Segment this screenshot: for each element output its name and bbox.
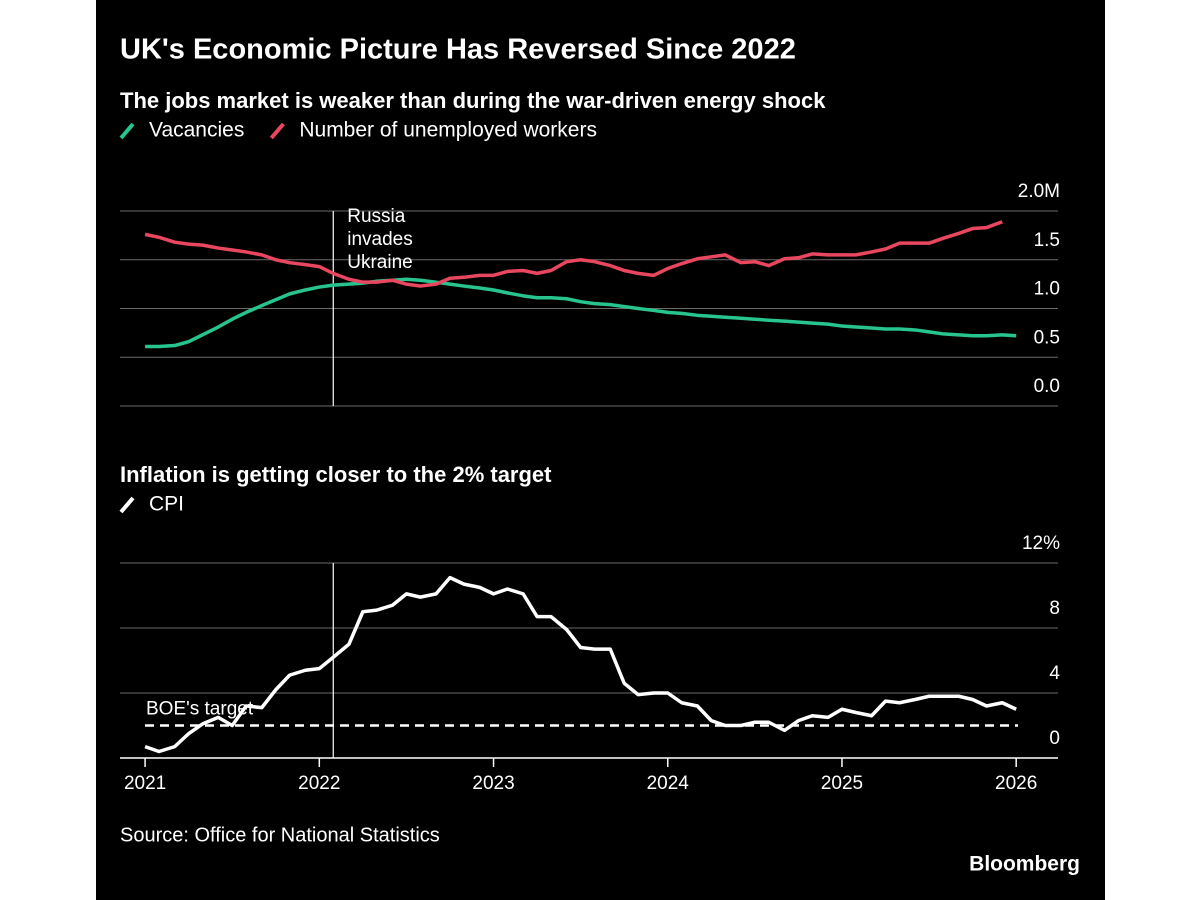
page-title: UK's Economic Picture Has Reversed Since… <box>120 34 796 66</box>
x-tick-label: 2021 <box>124 773 166 794</box>
y-tick-label: 1.0 <box>1034 279 1060 300</box>
annotation-text: Russia <box>347 206 406 227</box>
x-tick-label: 2026 <box>995 773 1037 794</box>
x-tick-label: 2022 <box>298 773 340 794</box>
y-tick-label: 1.5 <box>1034 230 1060 251</box>
legend-label: Vacancies <box>149 119 244 142</box>
subtitle: Inflation is getting closer to the 2% ta… <box>120 462 552 487</box>
legend-swatch <box>119 496 135 514</box>
y-tick-label: 0.0 <box>1034 376 1060 397</box>
y-tick-label: 12% <box>1022 533 1060 554</box>
y-tick-label: 2.0M <box>1018 181 1060 202</box>
y-tick-label: 8 <box>1049 598 1060 619</box>
y-tick-label: 0 <box>1049 728 1060 749</box>
series-line <box>144 575 1017 754</box>
series-line <box>144 220 1003 288</box>
x-tick-label: 2025 <box>821 773 863 794</box>
subtitle: The jobs market is weaker than during th… <box>120 88 826 113</box>
legend-swatch <box>269 122 285 140</box>
target-label: BOE's target <box>146 699 254 720</box>
source: Source: Office for National Statistics <box>120 824 440 846</box>
brand: Bloomberg <box>969 853 1080 876</box>
legend-label: CPI <box>149 493 184 516</box>
x-tick-label: 2024 <box>647 773 690 794</box>
legend-label: Number of unemployed workers <box>299 119 597 142</box>
y-tick-label: 0.5 <box>1034 327 1060 348</box>
legend-swatch <box>119 122 135 140</box>
annotation-text: invades <box>347 229 413 250</box>
series-line <box>145 277 1017 349</box>
background <box>96 0 1105 900</box>
x-tick-label: 2023 <box>472 773 514 794</box>
annotation-text: Ukraine <box>347 252 412 273</box>
y-tick-label: 4 <box>1049 663 1060 684</box>
